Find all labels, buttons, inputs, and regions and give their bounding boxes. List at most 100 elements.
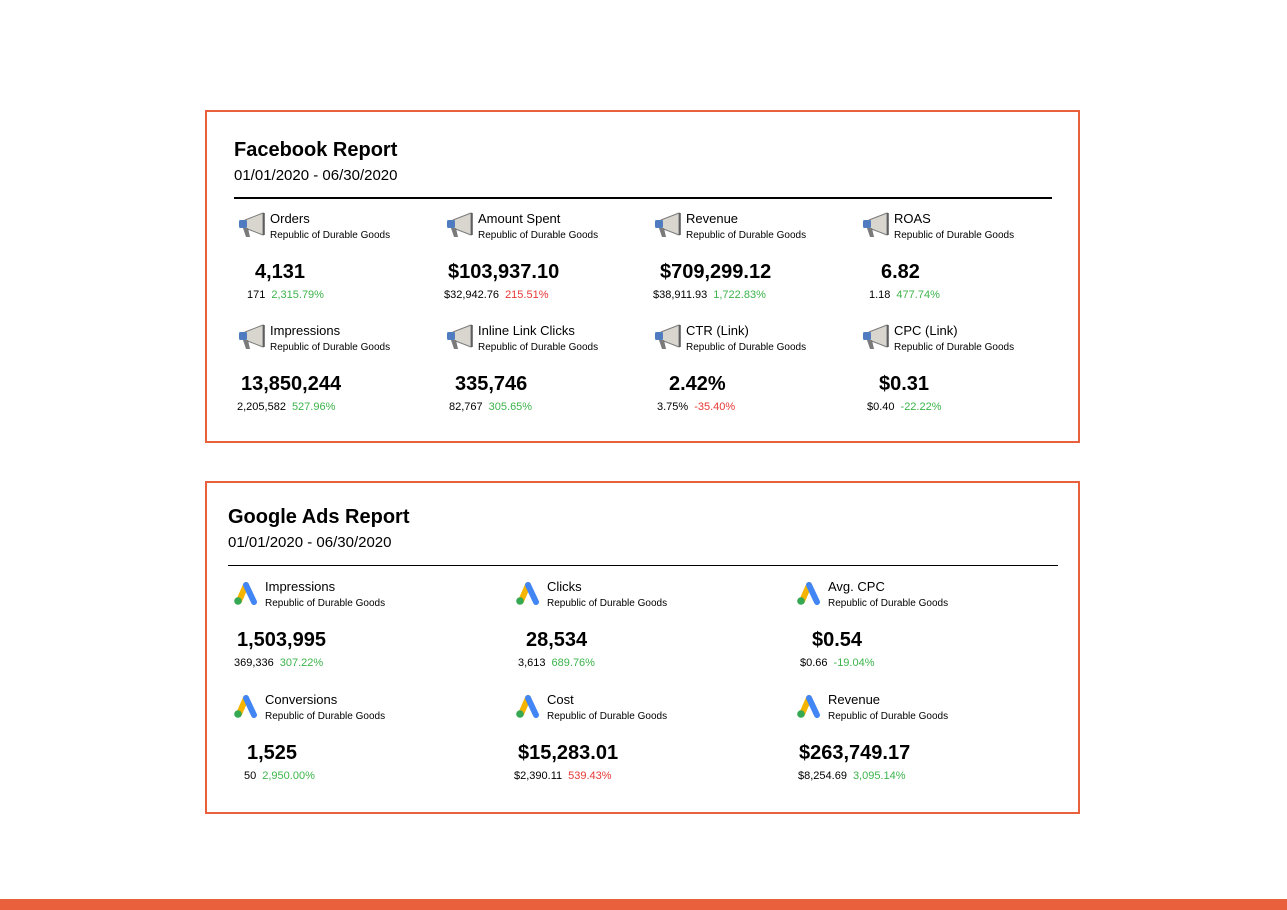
metric-change: 3,095.14%	[852, 770, 906, 782]
metric-change: 305.65%	[488, 401, 533, 413]
metric-change: 1,722.83%	[713, 289, 766, 301]
metric-name: Impressions	[265, 579, 336, 594]
metric-account: Republic of Durable Goods	[894, 230, 1015, 241]
metric-name: Revenue	[828, 692, 881, 707]
metric-change: 215.51%	[505, 289, 549, 301]
metric-account: Republic of Durable Goods	[478, 342, 599, 353]
metric-account: Republic of Durable Goods	[265, 711, 386, 722]
metric-value: $0.31	[879, 373, 930, 395]
metric-change: -22.22%	[900, 401, 942, 413]
facebook-report-card: Facebook Report 01/01/2020 - 06/30/2020 …	[205, 110, 1080, 443]
metric-value: $263,749.17	[799, 742, 911, 764]
megaphone-icon	[445, 211, 477, 239]
metric-comparison: $8,254.69 3,095.14%	[798, 770, 906, 782]
metric-value: 1,525	[247, 742, 298, 764]
megaphone-icon	[861, 323, 893, 351]
metric-avg-cpc: Avg. CPC Republic of Durable Goods $0.54…	[795, 579, 995, 679]
megaphone-icon	[445, 323, 477, 351]
metric-value: 13,850,244	[241, 373, 342, 395]
metric-account: Republic of Durable Goods	[686, 230, 807, 241]
metric-name: Revenue	[686, 211, 739, 226]
metric-value: 2.42%	[669, 373, 726, 395]
megaphone-icon	[653, 323, 685, 351]
metric-previous: 2,205,582	[237, 401, 286, 413]
metric-change: 2,315.79%	[271, 289, 324, 301]
megaphone-icon	[861, 211, 893, 239]
megaphone-icon	[653, 211, 685, 239]
metric-cpc-link: CPC (Link) Republic of Durable Goods $0.…	[861, 323, 1061, 423]
metric-value: $103,937.10	[448, 261, 560, 283]
metric-name: Conversions	[265, 692, 338, 707]
metric-change: 527.96%	[291, 401, 336, 413]
report-title: Google Ads Report	[228, 506, 410, 528]
megaphone-icon	[237, 323, 269, 351]
metric-value: $0.54	[812, 629, 863, 651]
metric-previous: $0.66	[800, 657, 828, 669]
google-ads-icon	[232, 579, 264, 607]
metric-account: Republic of Durable Goods	[828, 711, 949, 722]
metric-change: 689.76%	[551, 657, 595, 669]
metric-comparison: 82,767 305.65%	[449, 401, 532, 413]
metric-previous: 82,767	[449, 401, 483, 413]
metric-comparison: 50 2,950.00%	[244, 770, 315, 782]
metric-account: Republic of Durable Goods	[828, 598, 949, 609]
metric-comparison: $38,911.93 1,722.83%	[653, 289, 766, 301]
divider	[234, 197, 1052, 199]
metric-cost: Cost Republic of Durable Goods $15,283.0…	[514, 692, 714, 792]
metric-roas: ROAS Republic of Durable Goods 6.82 1.18…	[861, 211, 1061, 311]
google-ads-icon	[795, 692, 827, 720]
metric-change: 539.43%	[568, 770, 612, 782]
metric-name: Cost	[547, 692, 574, 707]
metric-account: Republic of Durable Goods	[547, 598, 668, 609]
metric-amount-spent: Amount Spent Republic of Durable Goods $…	[444, 211, 645, 311]
metric-previous: $32,942.76	[444, 289, 500, 301]
metric-account: Republic of Durable Goods	[547, 711, 668, 722]
metric-comparison: 1.18 477.74%	[869, 289, 940, 301]
metric-account: Republic of Durable Goods	[686, 342, 807, 353]
report-title: Facebook Report	[234, 139, 398, 161]
metric-value: 6.82	[881, 261, 920, 283]
report-date-range: 01/01/2020 - 06/30/2020	[234, 167, 398, 184]
metric-name: CTR (Link)	[686, 323, 749, 338]
metric-value: 28,534	[526, 629, 588, 651]
metric-account: Republic of Durable Goods	[478, 230, 599, 241]
metric-value: $15,283.01	[518, 742, 619, 764]
metric-account: Republic of Durable Goods	[270, 230, 391, 241]
metric-previous: $8,254.69	[798, 770, 847, 782]
metric-previous: $0.40	[867, 401, 895, 413]
google-ads-icon	[232, 692, 264, 720]
metric-conversions: Conversions Republic of Durable Goods 1,…	[232, 692, 432, 792]
metric-value: $709,299.12	[660, 261, 772, 283]
metric-clicks: Clicks Republic of Durable Goods 28,534 …	[514, 579, 714, 679]
metric-revenue: Revenue Republic of Durable Goods $263,7…	[795, 692, 995, 792]
metric-previous: 171	[247, 289, 266, 301]
metric-account: Republic of Durable Goods	[265, 598, 386, 609]
metric-impressions: Impressions Republic of Durable Goods 1,…	[232, 579, 432, 679]
metric-value: 1,503,995	[237, 629, 326, 651]
metric-name: CPC (Link)	[894, 323, 958, 338]
google-ads-icon	[514, 692, 546, 720]
metric-name: Impressions	[270, 323, 341, 338]
metric-comparison: $2,390.11 539.43%	[514, 770, 612, 782]
metric-change: -19.04%	[833, 657, 875, 669]
metric-ctr-link: CTR (Link) Republic of Durable Goods 2.4…	[653, 323, 853, 423]
metric-name: Amount Spent	[478, 211, 561, 226]
metric-comparison: 3.75% -35.40%	[657, 401, 735, 413]
metric-value: 335,746	[455, 373, 528, 395]
metric-change: -35.40%	[694, 401, 736, 413]
metric-name: Orders	[270, 211, 310, 226]
metric-previous: 1.18	[869, 289, 891, 301]
google-ads-icon	[514, 579, 546, 607]
metric-comparison: 3,613 689.76%	[518, 657, 595, 669]
metric-name: ROAS	[894, 211, 931, 226]
metric-name: Avg. CPC	[828, 579, 885, 594]
metric-name: Inline Link Clicks	[478, 323, 575, 338]
metric-comparison: $32,942.76 215.51%	[444, 289, 549, 301]
metric-account: Republic of Durable Goods	[270, 342, 391, 353]
metric-change: 477.74%	[896, 289, 940, 301]
metric-value: 4,131	[255, 261, 306, 283]
metric-previous: 369,336	[234, 657, 274, 669]
metric-previous: 50	[244, 770, 257, 782]
metric-previous: $2,390.11	[514, 770, 563, 782]
metric-name: Clicks	[547, 579, 582, 594]
